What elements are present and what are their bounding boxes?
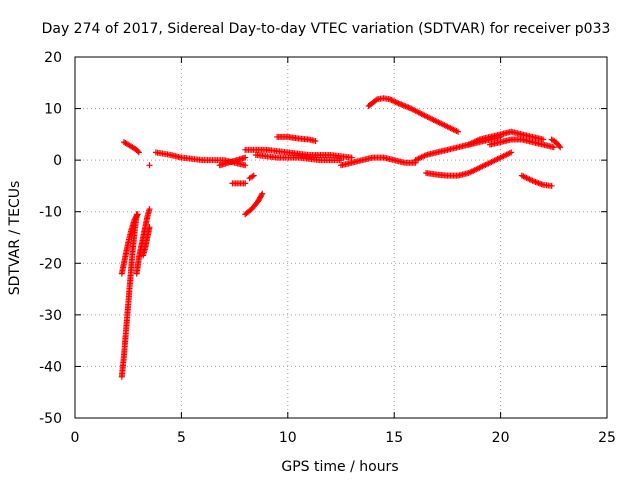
y-tick-label: 10 [44, 102, 62, 118]
y-axis-label: SDTVAR / TECUs [7, 181, 23, 296]
x-tick-label: 25 [598, 430, 616, 446]
data-series-segment-11 [242, 146, 355, 161]
y-tick-label: -50 [39, 411, 62, 427]
data-point [508, 149, 515, 156]
data-series-segment-12 [252, 151, 344, 164]
grid-lines [75, 57, 607, 418]
data-series-segment-3 [140, 224, 153, 259]
data-point [557, 144, 564, 151]
y-tick-label: 0 [53, 153, 62, 169]
x-tick-label: 5 [177, 430, 186, 446]
chart-title: Day 274 of 2017, Sidereal Day-to-day VTE… [42, 21, 611, 37]
data-point [146, 162, 153, 169]
data-point [372, 97, 379, 104]
x-tick-label: 20 [492, 430, 510, 446]
data-point [242, 162, 249, 169]
data-point [550, 144, 557, 151]
data-series-segment-7 [216, 154, 249, 169]
data-point [133, 212, 140, 219]
data-point [242, 180, 249, 187]
axis-ticks: 0 5 10 15 20 25 20 10 0 -10 -20 -30 -40 -50 [39, 50, 616, 446]
y-tick-label: -30 [39, 308, 62, 324]
data-series-segment-21 [548, 136, 564, 151]
data-series-segment-4 [146, 162, 153, 169]
data-series-segment-10 [246, 172, 257, 182]
data-point [146, 224, 153, 231]
data-point [250, 172, 257, 179]
data-point [258, 191, 265, 198]
data-series-segment-5 [120, 139, 142, 156]
data-point [338, 157, 344, 164]
y-tick-label: -20 [39, 256, 62, 272]
data-point [348, 154, 355, 161]
data-point [540, 136, 547, 143]
data-point [242, 154, 249, 161]
data-point [146, 206, 153, 213]
data-series-segment-19 [486, 136, 557, 151]
data-series-segment-6 [152, 149, 249, 169]
data-point [134, 148, 141, 155]
y-tick-label: 20 [44, 50, 62, 66]
data-series-segment-8 [229, 180, 249, 187]
data-series-segment-18 [465, 128, 547, 148]
data-point [134, 211, 141, 218]
data-series-segment-0 [118, 211, 140, 380]
x-tick-label: 0 [71, 430, 80, 446]
data-series-segment-20 [518, 172, 555, 189]
data-series-segment-2 [133, 206, 153, 277]
x-tick-label: 10 [279, 430, 297, 446]
x-tick-label: 15 [385, 430, 403, 446]
data-series-segment-17 [423, 149, 515, 179]
data-point [556, 142, 563, 149]
data-point [312, 138, 319, 145]
data-series-segment-13 [274, 133, 319, 145]
x-axis-label: GPS time / hours [281, 459, 398, 475]
data-point [259, 190, 266, 197]
plot-frame [74, 56, 608, 419]
data-series-segment-1 [118, 211, 141, 277]
data-point [135, 149, 142, 156]
data-series-segment-9 [242, 190, 266, 218]
y-tick-label: -40 [39, 359, 62, 375]
data-point [548, 182, 555, 189]
data-series-segment-15 [365, 95, 462, 135]
data-series-segment-14 [338, 154, 419, 169]
data-points [118, 95, 564, 380]
data-point [455, 128, 462, 135]
y-tick-label: -10 [39, 205, 62, 221]
